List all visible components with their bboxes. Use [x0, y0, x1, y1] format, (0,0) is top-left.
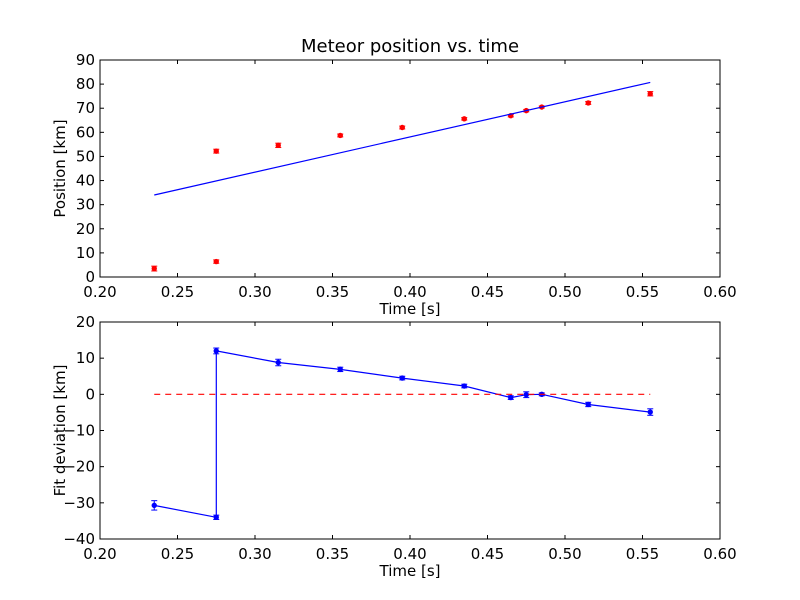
y-axis-label: Fit deviation [km] [51, 365, 69, 497]
x-tick-label: 0.40 [393, 283, 426, 301]
series-line [154, 350, 651, 519]
y-tick-label: 40 [76, 172, 95, 190]
y-tick-label: −30 [63, 494, 95, 512]
x-tick-label: 0.35 [316, 283, 349, 301]
x-tick-label: 0.25 [161, 283, 194, 301]
y-axis-label: Position [km] [51, 119, 69, 217]
x-tick-label: 0.25 [161, 545, 194, 563]
deviation-chart: 0.20 0.25 0.30 0.35 0.40 0.45 0.50 0.55 0.60 −40 −… [51, 313, 737, 580]
x-tick-label: 0.45 [471, 545, 504, 563]
data-point [151, 265, 157, 272]
data-point [647, 409, 653, 415]
data-point [151, 502, 157, 509]
x-tick-label: 0.55 [626, 283, 659, 301]
data-point [213, 148, 219, 154]
fit-line [154, 81, 651, 196]
x-tick-label: 0.40 [393, 545, 426, 563]
y-tick-label: 10 [76, 349, 95, 367]
y-tick-label: 30 [76, 196, 95, 214]
x-axis-label: Time [s] [379, 300, 441, 318]
data-point [213, 514, 219, 520]
x-tick-label: 0.30 [238, 283, 271, 301]
x-tick-label: 0.35 [316, 545, 349, 563]
y-tick-label: 90 [76, 51, 95, 69]
y-tick-label: −20 [63, 458, 95, 476]
y-tick-label: 20 [76, 313, 95, 331]
data-point [337, 132, 343, 139]
y-tick-label: −40 [63, 530, 95, 548]
data-point [275, 142, 281, 149]
data-point [523, 391, 529, 398]
data-point [399, 124, 405, 131]
y-tick-label: 20 [76, 220, 95, 238]
x-axis-label: Time [s] [379, 562, 441, 580]
y-tick-label: 70 [76, 99, 95, 117]
y-tick-label: 0 [85, 385, 95, 403]
position-chart: 0.20 0.25 0.30 0.35 0.40 0.45 0.50 0.55 0.60 0 10 2… [51, 36, 737, 318]
x-tick-label: 0.20 [83, 283, 116, 301]
data-point [275, 359, 281, 366]
x-tick-label: 0.60 [703, 545, 736, 563]
y-tick-label: 60 [76, 123, 95, 141]
data-point [213, 258, 219, 265]
x-tick-label: 0.60 [703, 283, 736, 301]
y-tick-label: 80 [76, 75, 95, 93]
data-point [585, 100, 591, 106]
y-tick-label: 0 [85, 268, 95, 286]
y-tick-label: 50 [76, 147, 95, 165]
x-tick-label: 0.55 [626, 545, 659, 563]
y-tick-label: −10 [63, 422, 95, 440]
data-point [461, 383, 467, 389]
y-tick-label: 10 [76, 244, 95, 262]
chart-title: Meteor position vs. time [301, 36, 519, 57]
data-point [337, 366, 343, 373]
x-tick-label: 0.45 [471, 283, 504, 301]
x-tick-label: 0.20 [83, 545, 116, 563]
data-point [461, 116, 467, 122]
x-tick-label: 0.50 [548, 283, 581, 301]
data-point [585, 401, 591, 408]
data-point [399, 375, 405, 381]
x-tick-label: 0.30 [238, 545, 271, 563]
data-point [647, 91, 653, 97]
data-point [213, 348, 219, 354]
data-point [508, 394, 514, 401]
x-tick-label: 0.50 [548, 545, 581, 563]
